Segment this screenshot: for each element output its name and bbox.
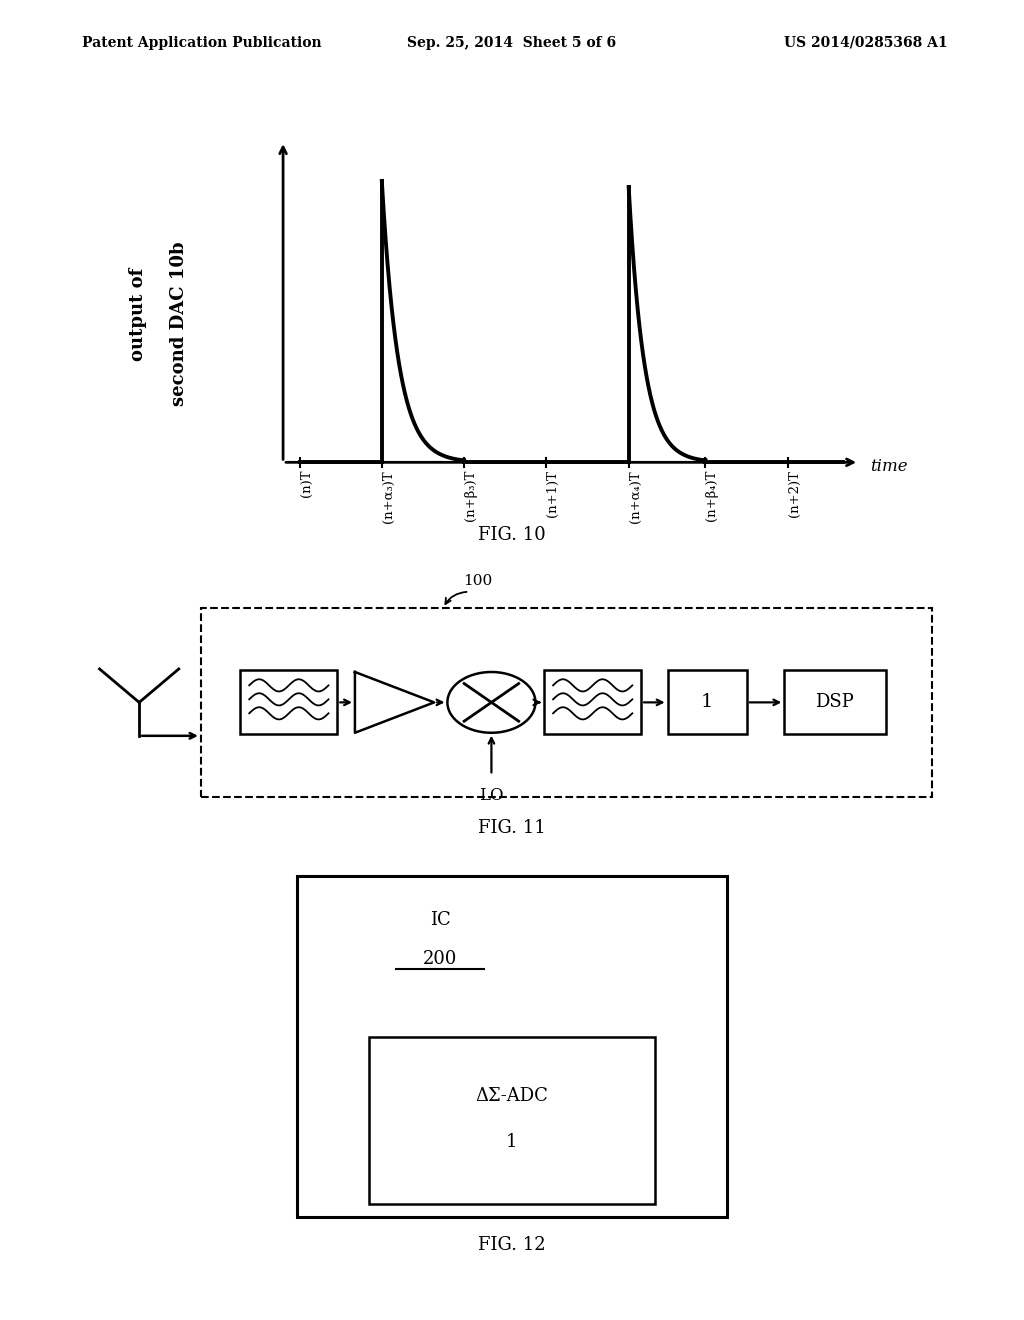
Text: LO: LO [479,788,504,804]
Text: (n+β₄)T: (n+β₄)T [706,470,719,521]
Text: 1: 1 [701,693,714,711]
Text: time: time [870,458,907,475]
Text: output of: output of [129,268,147,360]
Text: (n)T: (n)T [299,470,312,498]
Text: (n+2)T: (n+2)T [787,470,801,517]
Text: FIG. 12: FIG. 12 [478,1236,546,1254]
Text: FIG. 11: FIG. 11 [478,818,546,837]
Text: (n+1)T: (n+1)T [547,470,559,517]
Text: ΔΣ-ADC: ΔΣ-ADC [475,1086,549,1105]
Text: 100: 100 [464,574,493,589]
Bar [784,671,886,734]
Bar [369,1038,655,1204]
Bar [241,671,337,734]
Text: (n+β₃)T: (n+β₃)T [464,470,477,521]
Text: (n+α₃)T: (n+α₃)T [382,470,395,523]
Text: US 2014/0285368 A1: US 2014/0285368 A1 [783,36,947,50]
Text: Patent Application Publication: Patent Application Publication [82,36,322,50]
Text: FIG. 10: FIG. 10 [478,525,546,544]
Text: DSP: DSP [815,693,854,711]
Text: second DAC 10b: second DAC 10b [170,242,188,405]
Text: IC: IC [430,911,451,928]
Text: 1: 1 [506,1134,518,1151]
Bar [201,609,932,796]
Text: 200: 200 [423,950,458,968]
Text: Sep. 25, 2014  Sheet 5 of 6: Sep. 25, 2014 Sheet 5 of 6 [408,36,616,50]
Bar [668,671,746,734]
Bar [545,671,641,734]
Text: (n+α₄)T: (n+α₄)T [629,470,642,523]
